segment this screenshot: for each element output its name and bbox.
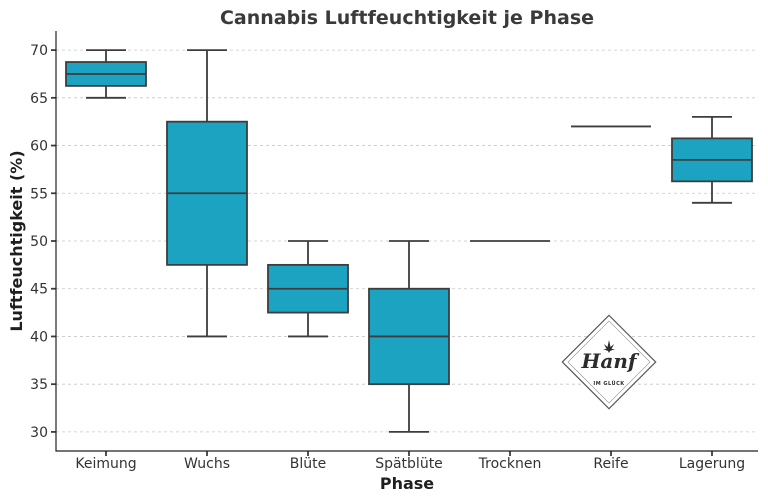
y-tick-label: 45 bbox=[30, 282, 48, 298]
x-tick-label: Spätblüte bbox=[375, 456, 443, 472]
hanf-im-glueck-logo: Hanf IM GLÜCK bbox=[561, 314, 657, 410]
boxes bbox=[65, 49, 753, 433]
y-tick-label: 55 bbox=[30, 186, 48, 202]
y-axis-ticks: 30 35 40 45 50 55 60 65 70 bbox=[30, 43, 56, 441]
logo-name: Hanf bbox=[581, 349, 640, 373]
y-tick-label: 35 bbox=[30, 377, 48, 393]
x-tick-label: Blüte bbox=[290, 456, 326, 472]
x-axis-ticks: Keimung Wuchs Blüte Spätblüte Trocknen Reife L… bbox=[75, 451, 745, 472]
y-axis-label: Luftfeuchtigkeit (%) bbox=[7, 150, 26, 331]
box-blüte bbox=[267, 240, 349, 338]
box-lagerung bbox=[671, 116, 753, 204]
y-tick-label: 40 bbox=[30, 329, 48, 345]
y-tick-label: 60 bbox=[30, 139, 48, 155]
y-tick-label: 30 bbox=[30, 425, 48, 441]
cannabis-leaf-icon bbox=[603, 340, 615, 353]
x-tick-label: Keimung bbox=[75, 456, 136, 472]
logo-tagline: IM GLÜCK bbox=[593, 380, 625, 387]
box-wuchs bbox=[166, 49, 248, 338]
y-tick-label: 65 bbox=[30, 91, 48, 107]
x-tick-label: Trocknen bbox=[478, 456, 542, 472]
y-tick-label: 50 bbox=[30, 234, 48, 250]
chart-title: Cannabis Luftfeuchtigkeit je Phase bbox=[220, 7, 594, 29]
x-tick-label: Wuchs bbox=[184, 456, 230, 472]
x-axis-label: Phase bbox=[380, 474, 434, 493]
axis-spines bbox=[55, 31, 758, 452]
y-tick-label: 70 bbox=[30, 43, 48, 59]
box-keimung bbox=[65, 49, 147, 99]
box-spätblüte bbox=[368, 240, 450, 433]
x-tick-label: Reife bbox=[593, 456, 628, 472]
x-tick-label: Lagerung bbox=[679, 456, 745, 472]
